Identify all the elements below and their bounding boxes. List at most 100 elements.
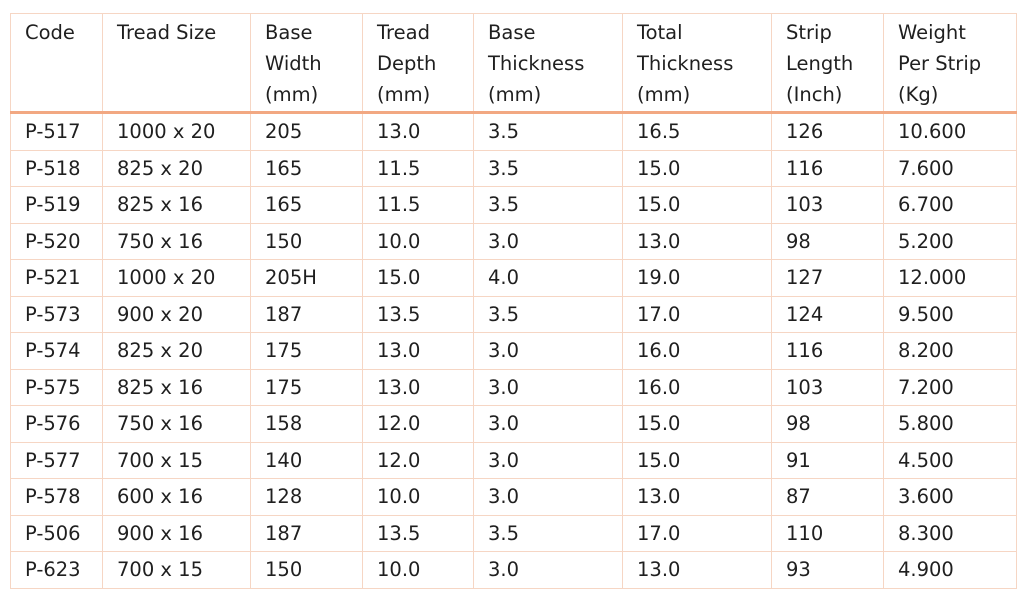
table-cell: 825 x 16 [102, 368, 251, 406]
table-cell: 700 x 15 [102, 441, 251, 479]
table-cell: 205H [250, 259, 363, 297]
table-cell: 3.0 [473, 478, 623, 516]
table-cell: 13.0 [362, 112, 474, 151]
table-cell: P-574 [10, 332, 103, 370]
table-cell: 3.0 [473, 368, 623, 406]
column-header: Base Width (mm) [250, 13, 363, 114]
table-cell: 103 [771, 186, 884, 224]
table-cell: 750 x 16 [102, 405, 251, 443]
table-cell: P-519 [10, 186, 103, 224]
table-cell: 3.5 [473, 112, 623, 151]
column-header-line: Tread Size [117, 21, 217, 44]
table-cell: P-576 [10, 405, 103, 443]
table-cell: 15.0 [362, 259, 474, 297]
table-cell: 3.600 [883, 478, 1017, 516]
table-cell: 175 [250, 332, 363, 370]
table-cell: 124 [771, 295, 884, 333]
table-cell: 10.600 [883, 112, 1017, 151]
column-header-line: Total [637, 21, 683, 44]
table-cell: 13.0 [362, 368, 474, 406]
table-cell: 116 [771, 149, 884, 187]
spec-table-container: Code Tread Size Base Width (mm) Tread Depth (mm… [10, 13, 1017, 589]
table-cell: P-573 [10, 295, 103, 333]
table-cell: 3.5 [473, 295, 623, 333]
table-row: P-576 750 x 16 158 12.0 3.0 15.0 98 5.800 [10, 405, 1017, 443]
table-cell: 13.0 [362, 332, 474, 370]
table-row: P-518 825 x 20 165 11.5 3.5 15.0 116 7.600 [10, 149, 1017, 187]
table-row: P-520 750 x 16 150 10.0 3.0 13.0 98 5.200 [10, 222, 1017, 260]
tread-spec-table: Code Tread Size Base Width (mm) Tread Depth (mm… [10, 13, 1017, 589]
table-cell: 187 [250, 514, 363, 552]
table-cell: 5.200 [883, 222, 1017, 260]
table-cell: P-623 [10, 551, 103, 589]
table-cell: 93 [771, 551, 884, 589]
table-cell: 7.600 [883, 149, 1017, 187]
column-header-line: Length [786, 52, 854, 75]
table-cell: 1000 x 20 [102, 259, 251, 297]
table-cell: 8.200 [883, 332, 1017, 370]
table-cell: 13.0 [622, 222, 772, 260]
table-cell: 6.700 [883, 186, 1017, 224]
table-cell: 15.0 [622, 186, 772, 224]
table-cell: 165 [250, 186, 363, 224]
table-cell: 8.300 [883, 514, 1017, 552]
table-cell: P-506 [10, 514, 103, 552]
table-cell: 13.0 [622, 478, 772, 516]
table-cell: 103 [771, 368, 884, 406]
column-header-line: Per Strip [898, 52, 982, 75]
table-cell: 15.0 [622, 405, 772, 443]
table-cell: 98 [771, 405, 884, 443]
table-cell: 3.5 [473, 514, 623, 552]
table-cell: 11.5 [362, 149, 474, 187]
table-cell: 750 x 16 [102, 222, 251, 260]
column-header-line: Depth [377, 52, 437, 75]
column-header-line: Weight [898, 21, 966, 44]
table-cell: 15.0 [622, 441, 772, 479]
table-cell: P-520 [10, 222, 103, 260]
column-header-line: (mm) [637, 83, 691, 106]
column-header-line: (mm) [265, 83, 319, 106]
table-cell: 10.0 [362, 222, 474, 260]
table-cell: 12.0 [362, 441, 474, 479]
column-header: Base Thickness (mm) [473, 13, 623, 114]
table-cell: 150 [250, 222, 363, 260]
column-header-line: (Inch) [786, 83, 843, 106]
table-cell: 10.0 [362, 478, 474, 516]
table-cell: 11.5 [362, 186, 474, 224]
table-row: P-577 700 x 15 140 12.0 3.0 15.0 91 4.500 [10, 441, 1017, 479]
table-cell: 12.0 [362, 405, 474, 443]
table-header: Code Tread Size Base Width (mm) Tread Depth (mm… [10, 13, 1017, 114]
table-cell: 3.5 [473, 186, 623, 224]
column-header: Tread Size [102, 13, 251, 114]
table-cell: 126 [771, 112, 884, 151]
table-row: P-517 1000 x 20 205 13.0 3.5 16.5 126 10.600 [10, 112, 1017, 151]
table-cell: 3.0 [473, 441, 623, 479]
header-row: Code Tread Size Base Width (mm) Tread Depth (mm… [10, 13, 1017, 114]
table-cell: 13.5 [362, 295, 474, 333]
column-header: Strip Length (Inch) [771, 13, 884, 114]
table-row: P-519 825 x 16 165 11.5 3.5 15.0 103 6.700 [10, 186, 1017, 224]
table-cell: 600 x 16 [102, 478, 251, 516]
table-cell: 900 x 20 [102, 295, 251, 333]
table-cell: P-517 [10, 112, 103, 151]
table-cell: 3.0 [473, 405, 623, 443]
column-header-line: Strip [786, 21, 832, 44]
table-row: P-506 900 x 16 187 13.5 3.5 17.0 110 8.300 [10, 514, 1017, 552]
table-cell: P-577 [10, 441, 103, 479]
table-row: P-623 700 x 15 150 10.0 3.0 13.0 93 4.900 [10, 551, 1017, 589]
table-cell: 17.0 [622, 514, 772, 552]
table-cell: P-578 [10, 478, 103, 516]
table-cell: P-518 [10, 149, 103, 187]
table-cell: 127 [771, 259, 884, 297]
table-cell: 175 [250, 368, 363, 406]
table-cell: 825 x 20 [102, 149, 251, 187]
table-cell: 3.5 [473, 149, 623, 187]
column-header-line: (mm) [377, 83, 431, 106]
column-header-line: Thickness [488, 52, 585, 75]
column-header: Tread Depth (mm) [362, 13, 474, 114]
table-cell: 187 [250, 295, 363, 333]
table-cell: 13.5 [362, 514, 474, 552]
column-header-line: Base [265, 21, 313, 44]
table-cell: 16.5 [622, 112, 772, 151]
column-header: Total Thickness (mm) [622, 13, 772, 114]
